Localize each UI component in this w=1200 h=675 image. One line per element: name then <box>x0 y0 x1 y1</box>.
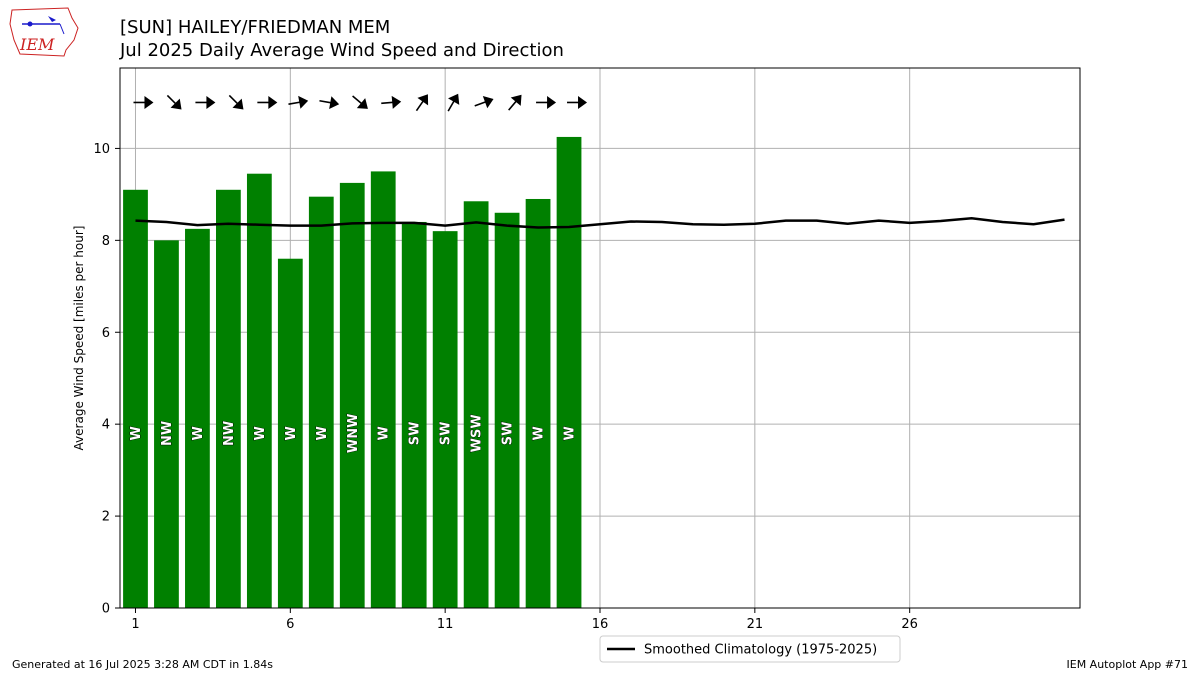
direction-label: WSW <box>470 414 485 452</box>
direction-label: W <box>377 426 392 440</box>
y-tick-label: 10 <box>93 142 110 157</box>
bar <box>154 240 179 608</box>
wind-arrow <box>228 94 244 110</box>
wind-arrow-head <box>206 95 216 109</box>
direction-label: WNW <box>346 414 361 454</box>
wind-arrow-shaft <box>474 101 487 107</box>
climatology-polyline <box>135 217 1065 229</box>
wind-arrow-head <box>329 96 340 110</box>
wind-arrow-head <box>170 98 182 110</box>
wind-arrow-shaft <box>381 101 394 105</box>
y-tick-label: 4 <box>102 418 110 433</box>
direction-label: W <box>253 426 268 440</box>
wind-arrow-head <box>482 96 494 109</box>
wind-arrow <box>288 95 309 109</box>
direction-label: W <box>315 426 330 440</box>
bar <box>277 258 303 608</box>
x-tick-label: 11 <box>437 617 454 632</box>
footer-generated: Generated at 16 Jul 2025 3:28 AM CDT in … <box>12 658 273 671</box>
x-tick-label: 6 <box>286 617 294 632</box>
y-tick-label: 6 <box>102 326 110 341</box>
wind-arrow-head <box>232 98 244 110</box>
direction-label: W <box>563 426 578 440</box>
bar <box>401 221 427 608</box>
wind-arrow-shaft <box>288 101 301 105</box>
x-tick-label: 26 <box>901 617 918 632</box>
svg-text:IEM: IEM <box>19 35 55 54</box>
bar <box>246 173 272 608</box>
wind-arrow-head <box>144 95 154 109</box>
wind-arrow <box>447 93 460 112</box>
wind-arrow <box>352 95 368 109</box>
chart-title: [SUN] HAILEY/FRIEDMAN MEM <box>120 17 391 38</box>
wind-arrow <box>536 95 557 109</box>
wind-arrow-shaft <box>508 100 517 111</box>
wind-arrow-shaft <box>415 100 424 112</box>
legend-label: Smoothed Climatology (1975-2025) <box>644 643 877 658</box>
wind-arrow-shaft <box>447 100 455 112</box>
x-tick-label: 21 <box>747 617 764 632</box>
bar <box>216 189 241 608</box>
wind-arrow <box>474 96 494 109</box>
bar <box>339 182 365 608</box>
bar-series <box>123 136 582 609</box>
wind-arrow-head <box>417 94 429 106</box>
wind-arrow <box>508 94 522 111</box>
y-tick-label: 8 <box>102 234 110 249</box>
legend-box <box>599 635 901 663</box>
direction-label: W <box>129 426 144 440</box>
direction-label: W <box>284 426 299 440</box>
wind-arrows <box>133 93 588 112</box>
y-tick-label: 0 <box>102 602 110 617</box>
wind-arrow <box>195 95 216 109</box>
bar <box>370 171 396 609</box>
wind-arrow-shaft <box>228 94 239 105</box>
direction-label: W <box>532 426 547 440</box>
bar <box>432 231 458 609</box>
bar <box>494 212 520 608</box>
wind-arrow <box>415 94 429 112</box>
direction-label: NW <box>160 421 175 446</box>
bar <box>308 196 334 608</box>
direction-label: NW <box>222 421 237 446</box>
y-tick-label: 2 <box>102 510 110 525</box>
direction-label: SW <box>439 422 454 446</box>
wind-arrow <box>133 95 154 109</box>
wind-arrow-head <box>448 93 460 105</box>
chart-subtitle: Jul 2025 Daily Average Wind Speed and Di… <box>120 40 564 61</box>
wind-arrow-head <box>547 95 557 109</box>
climatology-line <box>135 217 1065 229</box>
wind-arrow-shaft <box>319 99 332 104</box>
bar <box>463 201 489 608</box>
x-tick-label: 16 <box>592 617 609 632</box>
wind-arrow <box>319 96 340 110</box>
wind-arrow-head <box>510 94 522 106</box>
wind-arrow <box>567 95 588 109</box>
direction-label: SW <box>408 422 423 446</box>
wind-arrow-head <box>391 95 402 109</box>
wind-arrow <box>166 94 182 110</box>
wind-arrow-head <box>268 95 278 109</box>
wind-arrow-shaft <box>352 95 363 105</box>
wind-arrow-shaft <box>166 94 177 105</box>
y-axis-label: Average Wind Speed [miles per hour] <box>72 226 86 451</box>
wind-arrow-head <box>578 95 588 109</box>
wind-arrow-head <box>298 95 309 109</box>
iem-logo: IEM <box>9 7 79 57</box>
direction-label: W <box>191 426 206 440</box>
wind-arrow <box>381 95 402 109</box>
direction-labels: W NW W NW W W W WNW W SW SW WSW SW W W <box>129 413 578 454</box>
legend: Smoothed Climatology (1975-2025) <box>599 635 901 663</box>
bar <box>185 228 210 608</box>
bar <box>123 189 148 608</box>
footer-app: IEM Autoplot App #71 <box>1066 658 1189 671</box>
bar <box>525 198 551 608</box>
wind-arrow-head <box>356 98 368 109</box>
x-tick-label: 1 <box>131 617 139 632</box>
direction-label: SW <box>501 422 516 446</box>
wind-arrow <box>257 95 278 109</box>
bar <box>556 136 582 609</box>
